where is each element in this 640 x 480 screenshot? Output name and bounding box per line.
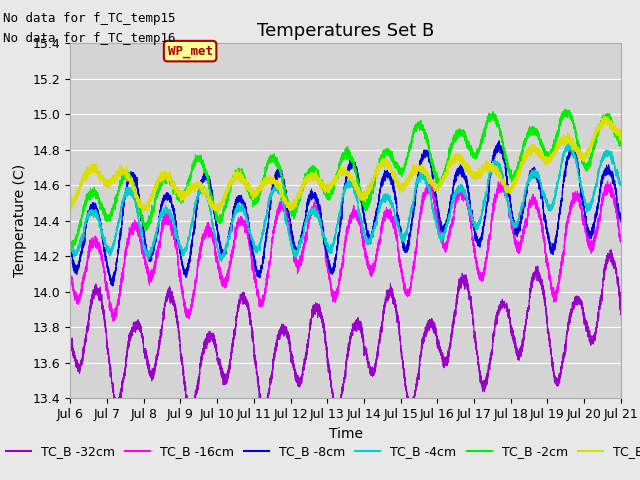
Text: No data for f_TC_temp15: No data for f_TC_temp15: [3, 12, 176, 25]
TC_B +4cm: [484, 164, 492, 170]
TC_B -8cm: [67, 248, 74, 254]
TC_B -2cm: [67, 238, 74, 243]
TC_B -2cm: [617, 140, 625, 145]
TC_B -16cm: [327, 285, 335, 291]
Line: TC_B -16cm: TC_B -16cm: [70, 178, 621, 321]
TC_B -2cm: [587, 151, 595, 156]
TC_B -8cm: [108, 283, 116, 289]
TC_B +4cm: [617, 133, 625, 139]
Line: TC_B -8cm: TC_B -8cm: [70, 141, 621, 286]
Line: TC_B -4cm: TC_B -4cm: [70, 143, 621, 262]
TC_B -32cm: [594, 314, 602, 320]
TC_B -16cm: [594, 223, 602, 228]
TC_B +4cm: [600, 113, 608, 119]
Line: TC_B +4cm: TC_B +4cm: [70, 116, 621, 214]
TC_B -32cm: [484, 369, 492, 374]
TC_B -16cm: [67, 274, 74, 280]
X-axis label: Time: Time: [328, 427, 363, 441]
TC_B -4cm: [67, 242, 74, 248]
TC_B +4cm: [594, 124, 602, 130]
TC_B -2cm: [327, 187, 335, 193]
Y-axis label: Temperature (C): Temperature (C): [13, 164, 28, 277]
TC_B +4cm: [67, 201, 74, 207]
Line: TC_B -32cm: TC_B -32cm: [70, 250, 621, 419]
Legend: TC_B -32cm, TC_B -16cm, TC_B -8cm, TC_B -4cm, TC_B -2cm, TC_B +4cm: TC_B -32cm, TC_B -16cm, TC_B -8cm, TC_B …: [1, 440, 640, 463]
TC_B -4cm: [587, 198, 595, 204]
TC_B -32cm: [67, 342, 74, 348]
Line: TC_B -2cm: TC_B -2cm: [70, 109, 621, 248]
TC_B -32cm: [587, 337, 595, 343]
TC_B -4cm: [469, 216, 477, 221]
Text: WP_met: WP_met: [168, 45, 212, 58]
TC_B -32cm: [617, 311, 625, 316]
TC_B -4cm: [218, 259, 225, 264]
TC_B -2cm: [594, 128, 602, 134]
TC_B -32cm: [253, 374, 261, 380]
TC_B -2cm: [69, 245, 77, 251]
TC_B -8cm: [587, 229, 595, 235]
TC_B -2cm: [253, 199, 261, 204]
TC_B +4cm: [253, 187, 261, 192]
TC_B -32cm: [607, 247, 615, 252]
TC_B +4cm: [587, 143, 595, 149]
TC_B -4cm: [484, 180, 492, 185]
TC_B -16cm: [469, 235, 477, 240]
TC_B -4cm: [617, 180, 625, 186]
TC_B -4cm: [327, 248, 335, 253]
TC_B -32cm: [186, 416, 194, 421]
Text: No data for f_TC_temp16: No data for f_TC_temp16: [3, 32, 176, 45]
TC_B -16cm: [617, 240, 625, 245]
TC_B +4cm: [327, 184, 335, 190]
TC_B -16cm: [499, 175, 506, 181]
TC_B -8cm: [484, 194, 492, 200]
TC_B -16cm: [484, 243, 492, 249]
TC_B -8cm: [469, 218, 477, 224]
TC_B -8cm: [594, 204, 602, 210]
TC_B -2cm: [561, 106, 569, 112]
TC_B -8cm: [495, 138, 503, 144]
TC_B -2cm: [484, 118, 492, 123]
TC_B -4cm: [565, 140, 573, 145]
TC_B -16cm: [253, 291, 261, 297]
Title: Temperatures Set B: Temperatures Set B: [257, 22, 434, 40]
TC_B -2cm: [469, 150, 477, 156]
TC_B +4cm: [469, 173, 477, 179]
TC_B -32cm: [327, 377, 335, 383]
TC_B -16cm: [109, 318, 117, 324]
TC_B -8cm: [617, 219, 625, 225]
TC_B -8cm: [253, 269, 261, 275]
TC_B -32cm: [469, 322, 477, 327]
TC_B -8cm: [327, 268, 335, 274]
TC_B -4cm: [594, 175, 602, 181]
TC_B -4cm: [253, 246, 261, 252]
TC_B +4cm: [214, 211, 222, 217]
TC_B -16cm: [587, 245, 595, 251]
